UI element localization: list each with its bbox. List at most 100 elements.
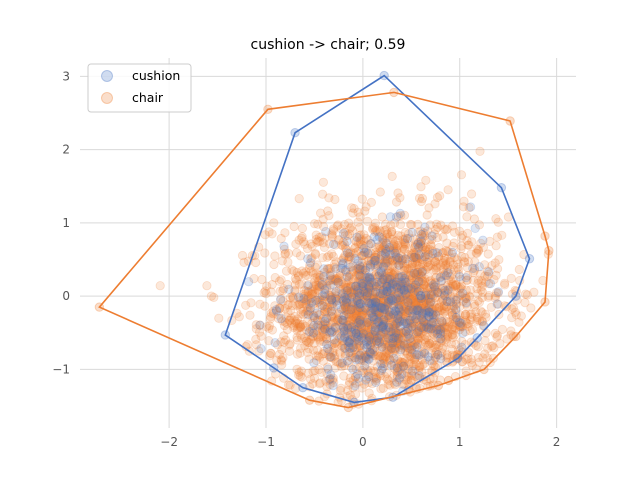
point-chair [357, 270, 367, 280]
point-chair [306, 266, 316, 276]
point-cushion [270, 338, 280, 348]
point-chair [415, 332, 425, 343]
point-cushion [362, 291, 372, 301]
point-chair [308, 366, 318, 376]
point-chair [390, 364, 400, 374]
point-chair [351, 333, 361, 343]
point-cushion [454, 271, 465, 282]
legend-marker-cushion [101, 70, 113, 82]
point-chair [371, 367, 381, 377]
point-chair [483, 343, 493, 353]
point-chair [400, 357, 410, 367]
point-chair [434, 302, 444, 312]
point-cushion [325, 374, 335, 384]
point-chair [440, 306, 450, 316]
point-chair [360, 306, 370, 316]
point-cushion [451, 304, 461, 315]
point-cushion [327, 295, 337, 305]
point-chair [388, 300, 398, 311]
x-tick-label: −2 [160, 435, 178, 449]
point-chair [353, 263, 363, 273]
point-chair [402, 302, 412, 312]
point-chair [355, 236, 365, 247]
point-cushion [484, 267, 494, 277]
point-chair [287, 300, 298, 311]
point-chair [421, 175, 431, 185]
point-chair [275, 303, 285, 313]
point-chair [345, 283, 356, 293]
point-cushion [325, 271, 335, 281]
point-chair [447, 308, 457, 319]
point-chair [413, 258, 423, 268]
point-chair [379, 362, 389, 372]
point-chair [269, 259, 279, 270]
point-chair [383, 277, 393, 287]
point-chair [384, 255, 395, 265]
point-chair [364, 332, 375, 342]
point-chair [276, 233, 286, 244]
point-chair [379, 285, 389, 295]
point-chair [410, 371, 420, 381]
point-chair [494, 255, 504, 265]
point-cushion [436, 354, 446, 364]
point-cushion [414, 350, 424, 360]
point-cushion [331, 264, 341, 274]
point-chair [393, 235, 403, 245]
point-chair [411, 352, 421, 362]
point-chair [324, 239, 335, 249]
point-chair [330, 259, 340, 269]
point-chair [490, 293, 500, 303]
point-chair [339, 300, 349, 310]
point-chair [401, 270, 411, 280]
point-chair [251, 257, 261, 268]
point-chair [452, 255, 462, 265]
point-chair [328, 373, 338, 383]
point-chair [305, 335, 316, 345]
point-chair [311, 280, 321, 290]
point-chair [474, 297, 484, 307]
point-chair [292, 267, 302, 278]
point-chair [495, 338, 505, 349]
x-tick-label: 0 [359, 435, 367, 449]
point-chair [322, 276, 332, 286]
point-chair [353, 217, 363, 227]
point-chair [325, 373, 335, 384]
point-chair [351, 270, 362, 281]
point-chair [410, 295, 420, 305]
point-chair [514, 264, 524, 275]
point-chair [457, 230, 468, 240]
point-chair [422, 283, 432, 293]
point-chair [314, 297, 324, 307]
point-chair [429, 312, 440, 322]
point-chair [282, 318, 292, 328]
point-chair [351, 236, 361, 247]
point-chair [296, 233, 307, 243]
point-chair [406, 220, 417, 230]
point-chair [479, 260, 490, 270]
point-chair [414, 321, 424, 331]
point-chair [357, 353, 367, 364]
point-chair [339, 288, 349, 298]
point-cushion [435, 272, 445, 283]
point-chair [373, 301, 384, 312]
point-chair [396, 285, 406, 295]
point-chair [382, 319, 392, 329]
point-chair [333, 315, 343, 325]
point-chair [451, 299, 461, 309]
point-chair [315, 337, 325, 347]
point-chair [507, 304, 517, 314]
point-chair [387, 171, 397, 181]
point-chair [369, 366, 379, 376]
point-chair [324, 251, 334, 261]
point-chair [306, 293, 316, 303]
point-chair [374, 280, 384, 290]
point-chair [484, 269, 494, 279]
point-chair [341, 306, 351, 316]
point-chair [453, 282, 463, 292]
point-chair [449, 265, 459, 275]
point-chair [359, 294, 369, 304]
point-chair [345, 377, 355, 387]
point-chair [413, 333, 423, 344]
point-chair [415, 239, 426, 249]
point-chair [486, 302, 496, 312]
